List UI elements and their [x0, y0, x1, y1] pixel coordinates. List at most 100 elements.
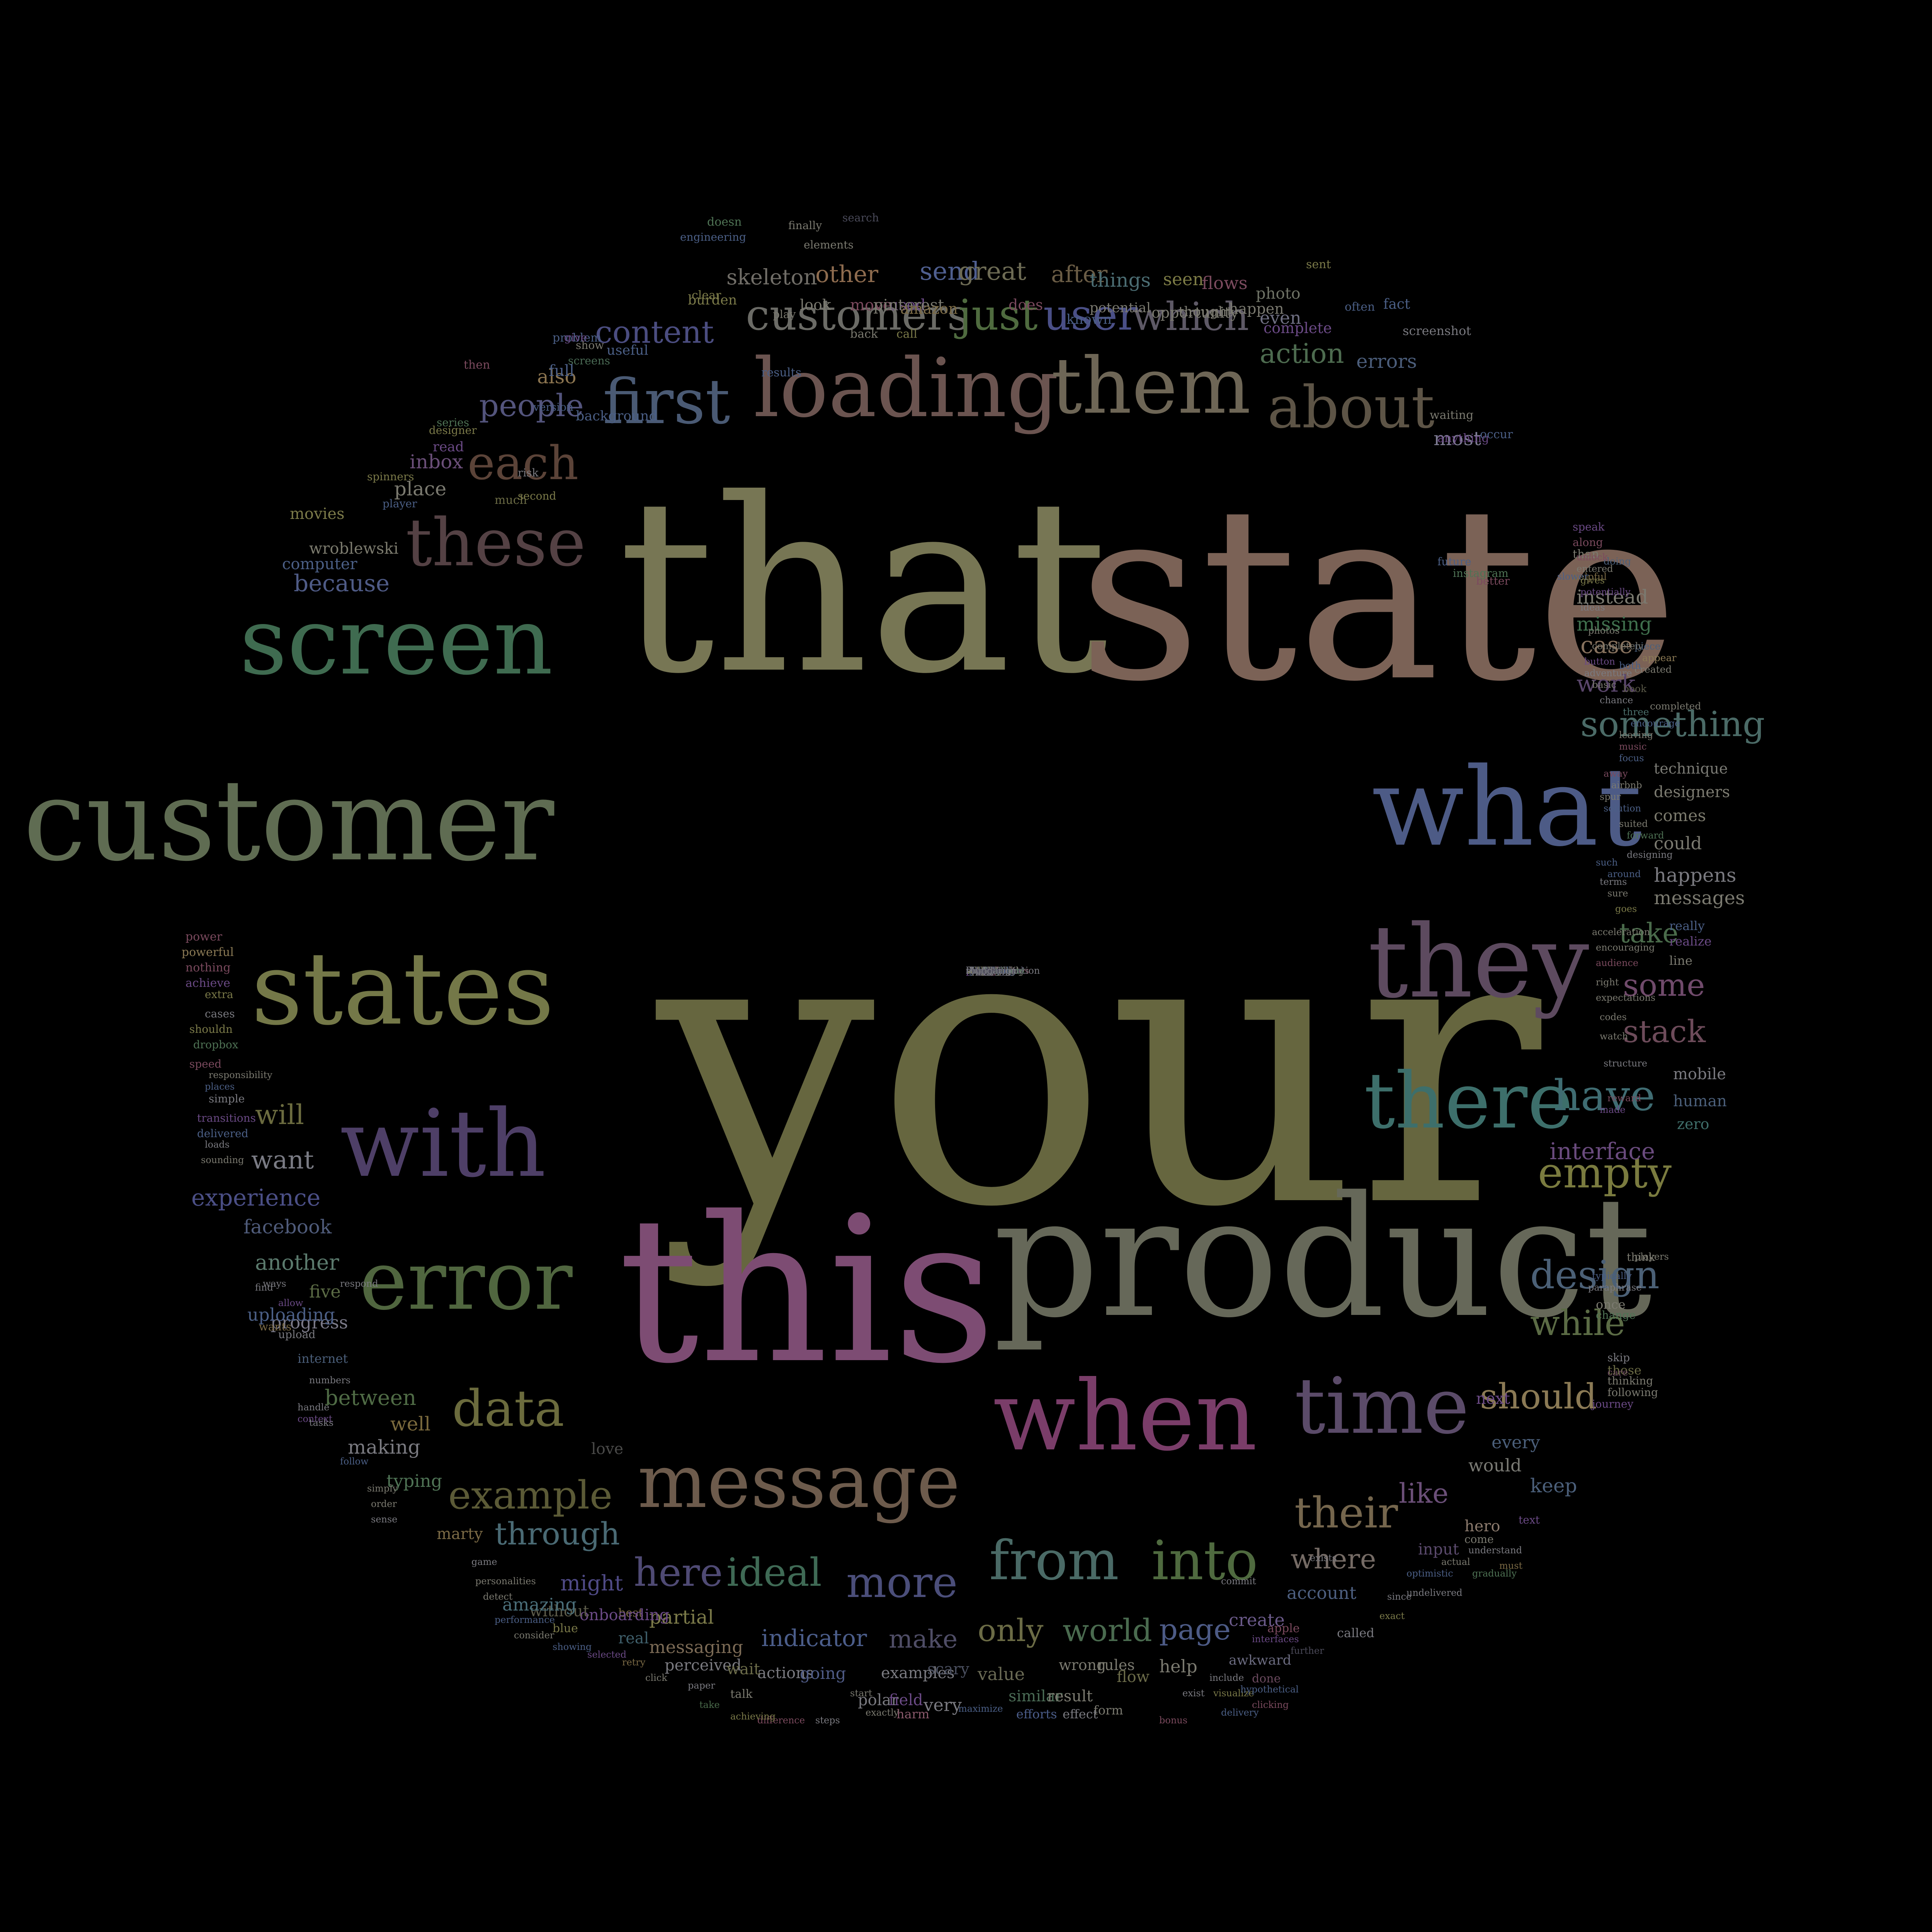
- word-every: every: [1492, 1432, 1540, 1452]
- word-many: many: [966, 965, 992, 976]
- word-fact: fact: [1383, 296, 1410, 312]
- word-need: need: [966, 965, 989, 976]
- word-skeleton: skeleton: [726, 265, 817, 289]
- word-time: time: [1294, 1361, 1469, 1451]
- word-flows: flows: [1202, 273, 1248, 293]
- word-wroblewski: wroblewski: [309, 540, 399, 558]
- word-hero: hero: [1464, 1517, 1500, 1535]
- word-reply: reply: [966, 965, 990, 976]
- word-interfaces: interfaces: [1252, 1634, 1299, 1645]
- word-next: next: [1476, 1390, 1510, 1408]
- word-marty: marty: [437, 1525, 483, 1543]
- word-these: these: [406, 505, 586, 581]
- word-sounding: sounding: [201, 1155, 244, 1165]
- word-state: state: [1078, 456, 1679, 734]
- word-full: full: [549, 362, 575, 380]
- word-speed: speed: [189, 1058, 222, 1070]
- word-version: version: [966, 965, 1001, 976]
- word-nothing: nothing: [185, 961, 231, 975]
- word-known: known: [1066, 312, 1112, 327]
- word-send: send: [920, 257, 980, 286]
- word-must: must: [1499, 1560, 1523, 1571]
- word-understand: understand: [1468, 1545, 1522, 1556]
- word-assuming: assuming: [966, 965, 1011, 976]
- word-help: help: [1159, 1656, 1197, 1677]
- word-just: just: [958, 290, 1038, 340]
- word-book: book: [1623, 683, 1647, 694]
- word-risk: risk: [518, 466, 539, 479]
- word-color: color: [966, 965, 990, 976]
- word-that: that: [618, 448, 1108, 726]
- word-future: future: [1437, 555, 1471, 568]
- word-come: come: [1464, 1533, 1494, 1546]
- word-world: world: [1063, 1612, 1152, 1648]
- word-leaving: leaving: [1619, 730, 1653, 740]
- word-occur: occur: [1480, 428, 1513, 441]
- word-love: love: [591, 1440, 624, 1458]
- word-results: results: [761, 366, 801, 379]
- word-clear: clear: [692, 289, 721, 302]
- word-handle: handle: [298, 1402, 330, 1413]
- word-experience: experience: [191, 1184, 321, 1211]
- word-consider: consider: [514, 1630, 554, 1641]
- word-people: people: [479, 388, 584, 423]
- word-previous: previous: [966, 965, 1007, 976]
- word-foundation: foundation: [966, 965, 1017, 976]
- word-wrong: wrong: [1059, 1656, 1106, 1673]
- word-similar: similar: [1009, 1687, 1063, 1705]
- word-tapping: tapping: [966, 965, 1002, 976]
- word-best: best: [618, 1606, 643, 1620]
- word-players: players: [1634, 1251, 1669, 1262]
- word-hypothetical: hypothetical: [1240, 1684, 1299, 1695]
- word-wants: wants: [259, 1320, 292, 1333]
- word-partial: partial: [649, 1606, 714, 1628]
- word-line: line: [1669, 953, 1693, 968]
- word-ways: ways: [263, 1278, 286, 1289]
- word-right: right: [1596, 977, 1619, 988]
- word-basic: basic: [1592, 679, 1617, 690]
- word-move: move: [850, 296, 892, 314]
- word-background: background: [576, 408, 658, 424]
- word-interface: interface: [1549, 1138, 1655, 1165]
- word-product: product: [993, 1161, 1652, 1354]
- word-awkward: awkward: [1229, 1653, 1291, 1668]
- word-those: those: [1607, 1363, 1642, 1378]
- word-since: since: [1387, 1591, 1412, 1602]
- word-realize: realize: [1669, 934, 1712, 949]
- word-playing: playing: [966, 965, 1001, 976]
- word-surprising: surprising: [966, 965, 1014, 976]
- word-points: points: [966, 965, 995, 976]
- word-unread: unread: [966, 965, 1000, 976]
- word-efforts: efforts: [1016, 1707, 1057, 1721]
- word-pinterest: pinterest: [873, 296, 944, 314]
- word-long: long: [966, 965, 986, 976]
- word-afterthought: afterthought: [966, 965, 1026, 976]
- word-exists: exists: [1310, 1553, 1337, 1563]
- word-clicking: clicking: [1252, 1699, 1289, 1710]
- word-messages: messages: [1654, 887, 1745, 909]
- word-showing: showing: [553, 1641, 592, 1652]
- word-customer: customer: [23, 756, 554, 886]
- word-highly: highly: [966, 965, 995, 976]
- word-tells: tells: [966, 965, 986, 976]
- word-wait: wait: [726, 1660, 760, 1678]
- word-transitions: transitions: [197, 1112, 256, 1124]
- word-very: very: [923, 1695, 962, 1715]
- word-versions: versions: [966, 965, 1005, 976]
- word-after: after: [1051, 261, 1108, 288]
- word-progress: progress: [270, 1312, 348, 1333]
- word-solution: solution: [1604, 803, 1641, 814]
- word-three: three: [1623, 706, 1649, 718]
- word-their: their: [1294, 1488, 1398, 1537]
- word-human: human: [1673, 1092, 1727, 1110]
- word-could: could: [1654, 833, 1702, 854]
- word-creating: creating: [966, 965, 1005, 976]
- word-further: further: [1291, 1645, 1324, 1656]
- word-together: together: [966, 965, 1007, 976]
- word-player: player: [383, 497, 417, 510]
- word-achieve: achieve: [185, 976, 231, 990]
- word-useful: useful: [607, 343, 648, 358]
- word-exist: exist: [1182, 1688, 1205, 1699]
- word-input: input: [1418, 1541, 1459, 1558]
- word-finally: finally: [788, 219, 822, 232]
